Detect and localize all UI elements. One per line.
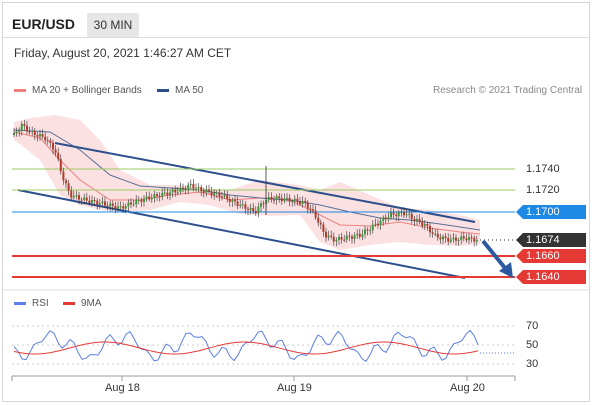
symbol-title: EUR/USD bbox=[12, 16, 76, 32]
rsi-legend-9ma: 9MA bbox=[63, 298, 102, 309]
rsi-9ma-legend-swatch bbox=[63, 302, 75, 305]
legend-swatch-ma50 bbox=[157, 89, 169, 92]
legend-label-ma20: MA 20 + Bollinger Bands bbox=[32, 85, 142, 96]
chart-frame bbox=[2, 2, 590, 402]
rsi-line bbox=[13, 329, 479, 363]
level-label-1740: 1.1740 bbox=[526, 163, 560, 175]
rsi-legend-swatch bbox=[14, 302, 26, 305]
rsi-9ma-line bbox=[13, 341, 479, 355]
legend-ma20-bollinger: MA 20 + Bollinger Bands bbox=[14, 85, 142, 96]
research-credit: Research © 2021 Trading Central bbox=[433, 85, 583, 96]
ma50-line bbox=[13, 129, 481, 231]
ma20-line bbox=[13, 131, 481, 235]
channel-lower-line bbox=[17, 189, 466, 279]
chart-header: EUR/USD 30 MIN bbox=[3, 3, 589, 38]
legend-swatch-ma20 bbox=[14, 89, 26, 92]
legend-ma50: MA 50 bbox=[157, 85, 203, 96]
price-tag-1660: 1.1660 bbox=[516, 249, 586, 263]
x-label-aug18: Aug 18 bbox=[105, 382, 140, 394]
rsi-level-label-30: 30 bbox=[526, 358, 539, 370]
bollinger-band bbox=[14, 115, 480, 250]
price-tag-1700: 1.1700 bbox=[516, 205, 586, 219]
rsi-legend-rsi: RSI bbox=[14, 298, 49, 309]
projection-arrow-shaft bbox=[481, 239, 507, 270]
chart-datetime: Friday, August 20, 2021 1:46:27 AM CET bbox=[14, 46, 232, 60]
legend-label-ma50: MA 50 bbox=[175, 85, 204, 96]
x-label-aug20: Aug 20 bbox=[450, 382, 485, 394]
price-tag-1674: 1.1674 bbox=[516, 233, 586, 247]
rsi-level-label-50: 50 bbox=[526, 339, 539, 351]
rsi-9ma-legend-label: 9MA bbox=[81, 298, 102, 309]
rsi-legend-label: RSI bbox=[32, 298, 49, 309]
projection-arrow-head bbox=[499, 262, 513, 278]
timeframe-badge[interactable]: 30 MIN bbox=[87, 13, 139, 37]
x-label-aug19: Aug 19 bbox=[277, 382, 312, 394]
rsi-level-label-70: 70 bbox=[526, 320, 539, 332]
candlestick-series bbox=[13, 119, 478, 247]
level-label-1720: 1.1720 bbox=[526, 184, 560, 196]
price-tag-1640: 1.1640 bbox=[516, 270, 586, 284]
channel-upper-line bbox=[54, 142, 476, 223]
